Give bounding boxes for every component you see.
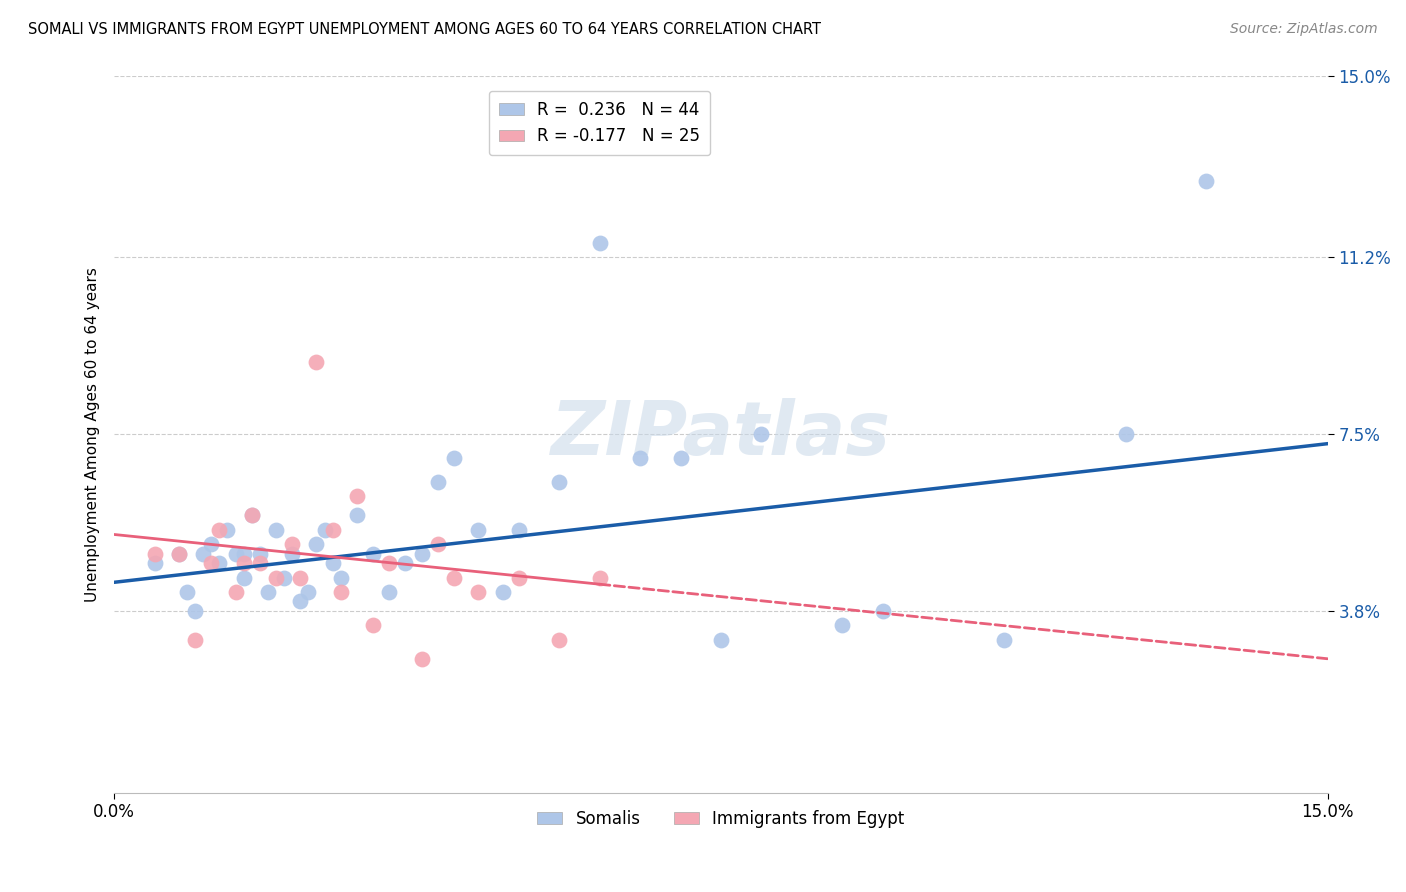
Point <box>225 585 247 599</box>
Point <box>508 523 530 537</box>
Text: SOMALI VS IMMIGRANTS FROM EGYPT UNEMPLOYMENT AMONG AGES 60 TO 64 YEARS CORRELATI: SOMALI VS IMMIGRANTS FROM EGYPT UNEMPLOY… <box>28 22 821 37</box>
Point <box>232 547 254 561</box>
Point <box>329 570 352 584</box>
Point <box>548 475 571 489</box>
Point <box>143 556 166 570</box>
Point <box>264 570 287 584</box>
Point <box>240 508 263 523</box>
Point <box>290 570 312 584</box>
Point <box>1115 427 1137 442</box>
Point <box>467 585 489 599</box>
Point <box>143 547 166 561</box>
Point <box>200 556 222 570</box>
Point <box>249 547 271 561</box>
Point <box>273 570 295 584</box>
Point <box>411 652 433 666</box>
Point <box>176 585 198 599</box>
Point <box>394 556 416 570</box>
Point <box>217 523 239 537</box>
Point <box>831 618 853 632</box>
Point <box>443 570 465 584</box>
Point <box>628 450 651 465</box>
Point <box>322 556 344 570</box>
Point <box>225 547 247 561</box>
Point <box>588 235 610 250</box>
Point <box>232 556 254 570</box>
Text: Source: ZipAtlas.com: Source: ZipAtlas.com <box>1230 22 1378 37</box>
Point <box>167 547 190 561</box>
Point <box>378 585 401 599</box>
Point <box>167 547 190 561</box>
Point <box>208 523 231 537</box>
Point <box>314 523 336 537</box>
Point <box>669 450 692 465</box>
Point <box>249 556 271 570</box>
Y-axis label: Unemployment Among Ages 60 to 64 years: Unemployment Among Ages 60 to 64 years <box>86 267 100 601</box>
Point <box>467 523 489 537</box>
Point <box>411 547 433 561</box>
Point <box>361 547 384 561</box>
Point <box>426 537 449 551</box>
Point <box>378 556 401 570</box>
Point <box>346 508 368 523</box>
Point <box>305 355 328 369</box>
Point <box>322 523 344 537</box>
Text: ZIPatlas: ZIPatlas <box>551 398 891 471</box>
Point <box>305 537 328 551</box>
Legend: Somalis, Immigrants from Egypt: Somalis, Immigrants from Egypt <box>530 803 911 835</box>
Point <box>548 632 571 647</box>
Point <box>993 632 1015 647</box>
Point <box>193 547 215 561</box>
Point <box>281 547 304 561</box>
Point <box>710 632 733 647</box>
Point <box>232 570 254 584</box>
Point <box>346 489 368 503</box>
Point <box>240 508 263 523</box>
Point <box>281 537 304 551</box>
Point <box>290 594 312 608</box>
Point <box>264 523 287 537</box>
Point <box>872 604 894 618</box>
Point <box>588 570 610 584</box>
Point <box>297 585 319 599</box>
Point <box>1195 174 1218 188</box>
Point <box>184 604 207 618</box>
Point <box>184 632 207 647</box>
Point <box>208 556 231 570</box>
Point <box>329 585 352 599</box>
Point <box>443 450 465 465</box>
Point <box>361 618 384 632</box>
Point <box>257 585 280 599</box>
Point <box>200 537 222 551</box>
Point <box>751 427 773 442</box>
Point <box>426 475 449 489</box>
Point <box>508 570 530 584</box>
Point <box>491 585 513 599</box>
